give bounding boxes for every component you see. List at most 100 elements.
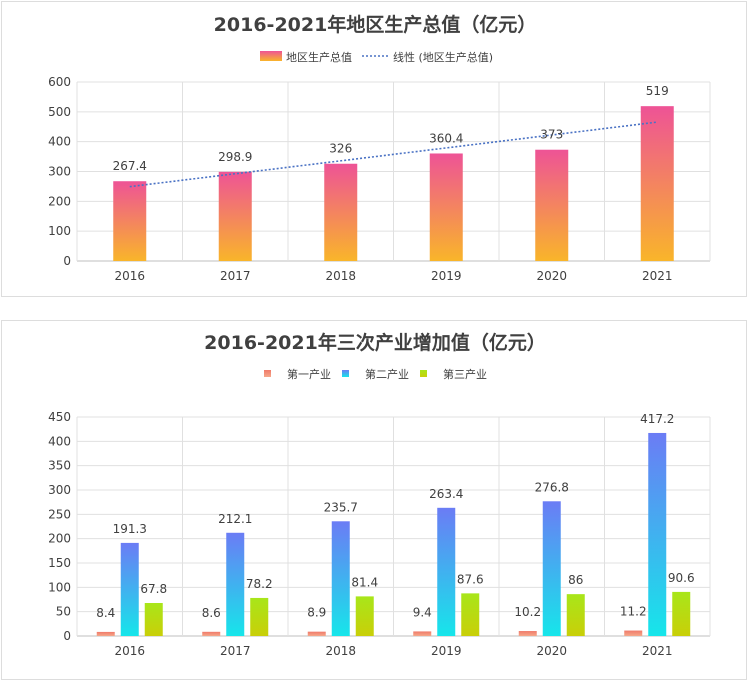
bar-gdp [640, 106, 674, 261]
data-label: 519 [646, 84, 669, 98]
data-label: 9.4 [413, 605, 432, 619]
data-label: 360.4 [429, 131, 463, 145]
chart-title: 2016-2021年地区生产总值（亿元） [214, 13, 537, 36]
bar-tertiary [250, 597, 269, 636]
data-label: 276.8 [535, 480, 569, 494]
x-tick-label: 2020 [536, 269, 567, 283]
y-tick-label: 600 [48, 75, 71, 89]
x-tick-label: 2016 [114, 269, 145, 283]
data-label: 11.2 [620, 605, 647, 619]
bar-primary [307, 631, 326, 636]
bar-tertiary [566, 594, 585, 636]
data-labels: 267.4 298.9 326 360.4 373 519 [113, 84, 669, 173]
data-labels: 8.4 191.3 67.8 8.6 212.1 78.2 8.9 235.7 81.4 9.4 2… [96, 412, 694, 620]
x-tick-label: 2020 [536, 644, 567, 658]
y-axis: 0 50 100 150 200 250 300 350 400 450 [48, 410, 71, 643]
bar-secondary [226, 532, 245, 636]
data-label: 298.9 [218, 150, 252, 164]
y-tick-label: 500 [48, 105, 71, 119]
gdp-chart-panel: 2016-2021年地区生产总值（亿元） 地区生产总值 线性 (地区生产总值) … [1, 1, 747, 297]
bar-primary [413, 631, 432, 636]
x-tick-label: 2017 [220, 644, 251, 658]
x-tick-label: 2019 [431, 269, 462, 283]
x-tick-label: 2021 [642, 644, 673, 658]
data-label: 67.8 [140, 582, 167, 596]
x-axis: 2016 2017 2018 2019 2020 2021 [114, 644, 672, 658]
bar-gdp [218, 171, 252, 261]
chart-title: 2016-2021年三次产业增加值（亿元） [204, 331, 546, 354]
legend-swatch-secondary [342, 370, 349, 377]
y-tick-label: 400 [48, 135, 71, 149]
bar-gdp [535, 149, 569, 261]
data-label: 212.1 [218, 512, 252, 526]
industry-chart: 2016-2021年三次产业增加值（亿元） 第一产业 第二产业 第三产业 0 50… [48, 331, 711, 658]
data-label: 326 [329, 142, 352, 156]
x-tick-label: 2018 [325, 644, 356, 658]
bar-primary [518, 631, 537, 636]
data-label: 10.2 [514, 605, 541, 619]
bar-secondary [437, 507, 456, 636]
legend-label-gdp: 地区生产总值 [286, 50, 352, 64]
x-tick-label: 2018 [325, 269, 356, 283]
legend-swatch-primary [264, 370, 271, 377]
data-label: 8.9 [307, 606, 326, 620]
y-tick-label: 450 [48, 410, 71, 424]
gridlines [76, 416, 711, 637]
industry-chart-panel: 2016-2021年三次产业增加值（亿元） 第一产业 第二产业 第三产业 0 50… [1, 320, 747, 680]
y-tick-label: 300 [48, 483, 71, 497]
bar-tertiary [672, 591, 691, 636]
legend-label-secondary: 第二产业 [365, 367, 409, 381]
data-label: 417.2 [640, 412, 674, 426]
bars [113, 106, 674, 261]
x-tick-label: 2016 [114, 644, 145, 658]
data-label: 235.7 [324, 500, 358, 514]
bar-secondary [331, 521, 350, 636]
bar-primary [96, 631, 115, 636]
legend-label-trend: 线性 (地区生产总值) [393, 50, 493, 64]
bars [96, 432, 691, 636]
data-label: 373 [540, 128, 563, 142]
bar-primary [202, 631, 221, 636]
y-tick-label: 0 [63, 254, 71, 268]
y-tick-label: 0 [63, 629, 71, 643]
legend-label-tertiary: 第三产业 [443, 367, 487, 381]
data-label: 191.3 [113, 522, 147, 536]
bar-primary [624, 630, 643, 636]
legend-swatch-gdp [260, 51, 282, 61]
y-tick-label: 150 [48, 556, 71, 570]
bar-tertiary [144, 603, 163, 636]
data-label: 81.4 [351, 575, 378, 589]
trendline [129, 121, 658, 188]
data-label: 90.6 [668, 571, 695, 585]
bar-gdp [113, 181, 147, 261]
bar-tertiary [355, 596, 374, 636]
legend: 第一产业 第二产业 第三产业 [264, 367, 487, 381]
y-tick-label: 250 [48, 507, 71, 521]
y-tick-label: 400 [48, 434, 71, 448]
data-label: 267.4 [113, 159, 147, 173]
y-tick-label: 300 [48, 165, 71, 179]
legend-swatch-tertiary [420, 370, 427, 377]
y-tick-label: 50 [56, 605, 71, 619]
data-label: 87.6 [457, 572, 484, 586]
x-tick-label: 2017 [220, 269, 251, 283]
x-tick-label: 2019 [431, 644, 462, 658]
y-tick-label: 100 [48, 580, 71, 594]
y-tick-label: 350 [48, 459, 71, 473]
bar-secondary [120, 542, 139, 636]
y-tick-label: 200 [48, 194, 71, 208]
legend: 地区生产总值 线性 (地区生产总值) [260, 50, 493, 64]
data-label: 86 [568, 573, 583, 587]
bar-secondary [648, 432, 667, 636]
y-tick-label: 200 [48, 532, 71, 546]
data-label: 8.6 [202, 606, 221, 620]
y-tick-label: 100 [48, 224, 71, 238]
data-label: 8.4 [96, 606, 115, 620]
x-axis: 2016 2017 2018 2019 2020 2021 [114, 269, 672, 283]
data-label: 263.4 [429, 487, 463, 501]
data-label: 78.2 [246, 577, 273, 591]
legend-label-primary: 第一产业 [287, 367, 331, 381]
bar-secondary [542, 501, 561, 636]
x-tick-label: 2021 [642, 269, 673, 283]
gdp-chart: 2016-2021年地区生产总值（亿元） 地区生产总值 线性 (地区生产总值) … [48, 13, 711, 283]
